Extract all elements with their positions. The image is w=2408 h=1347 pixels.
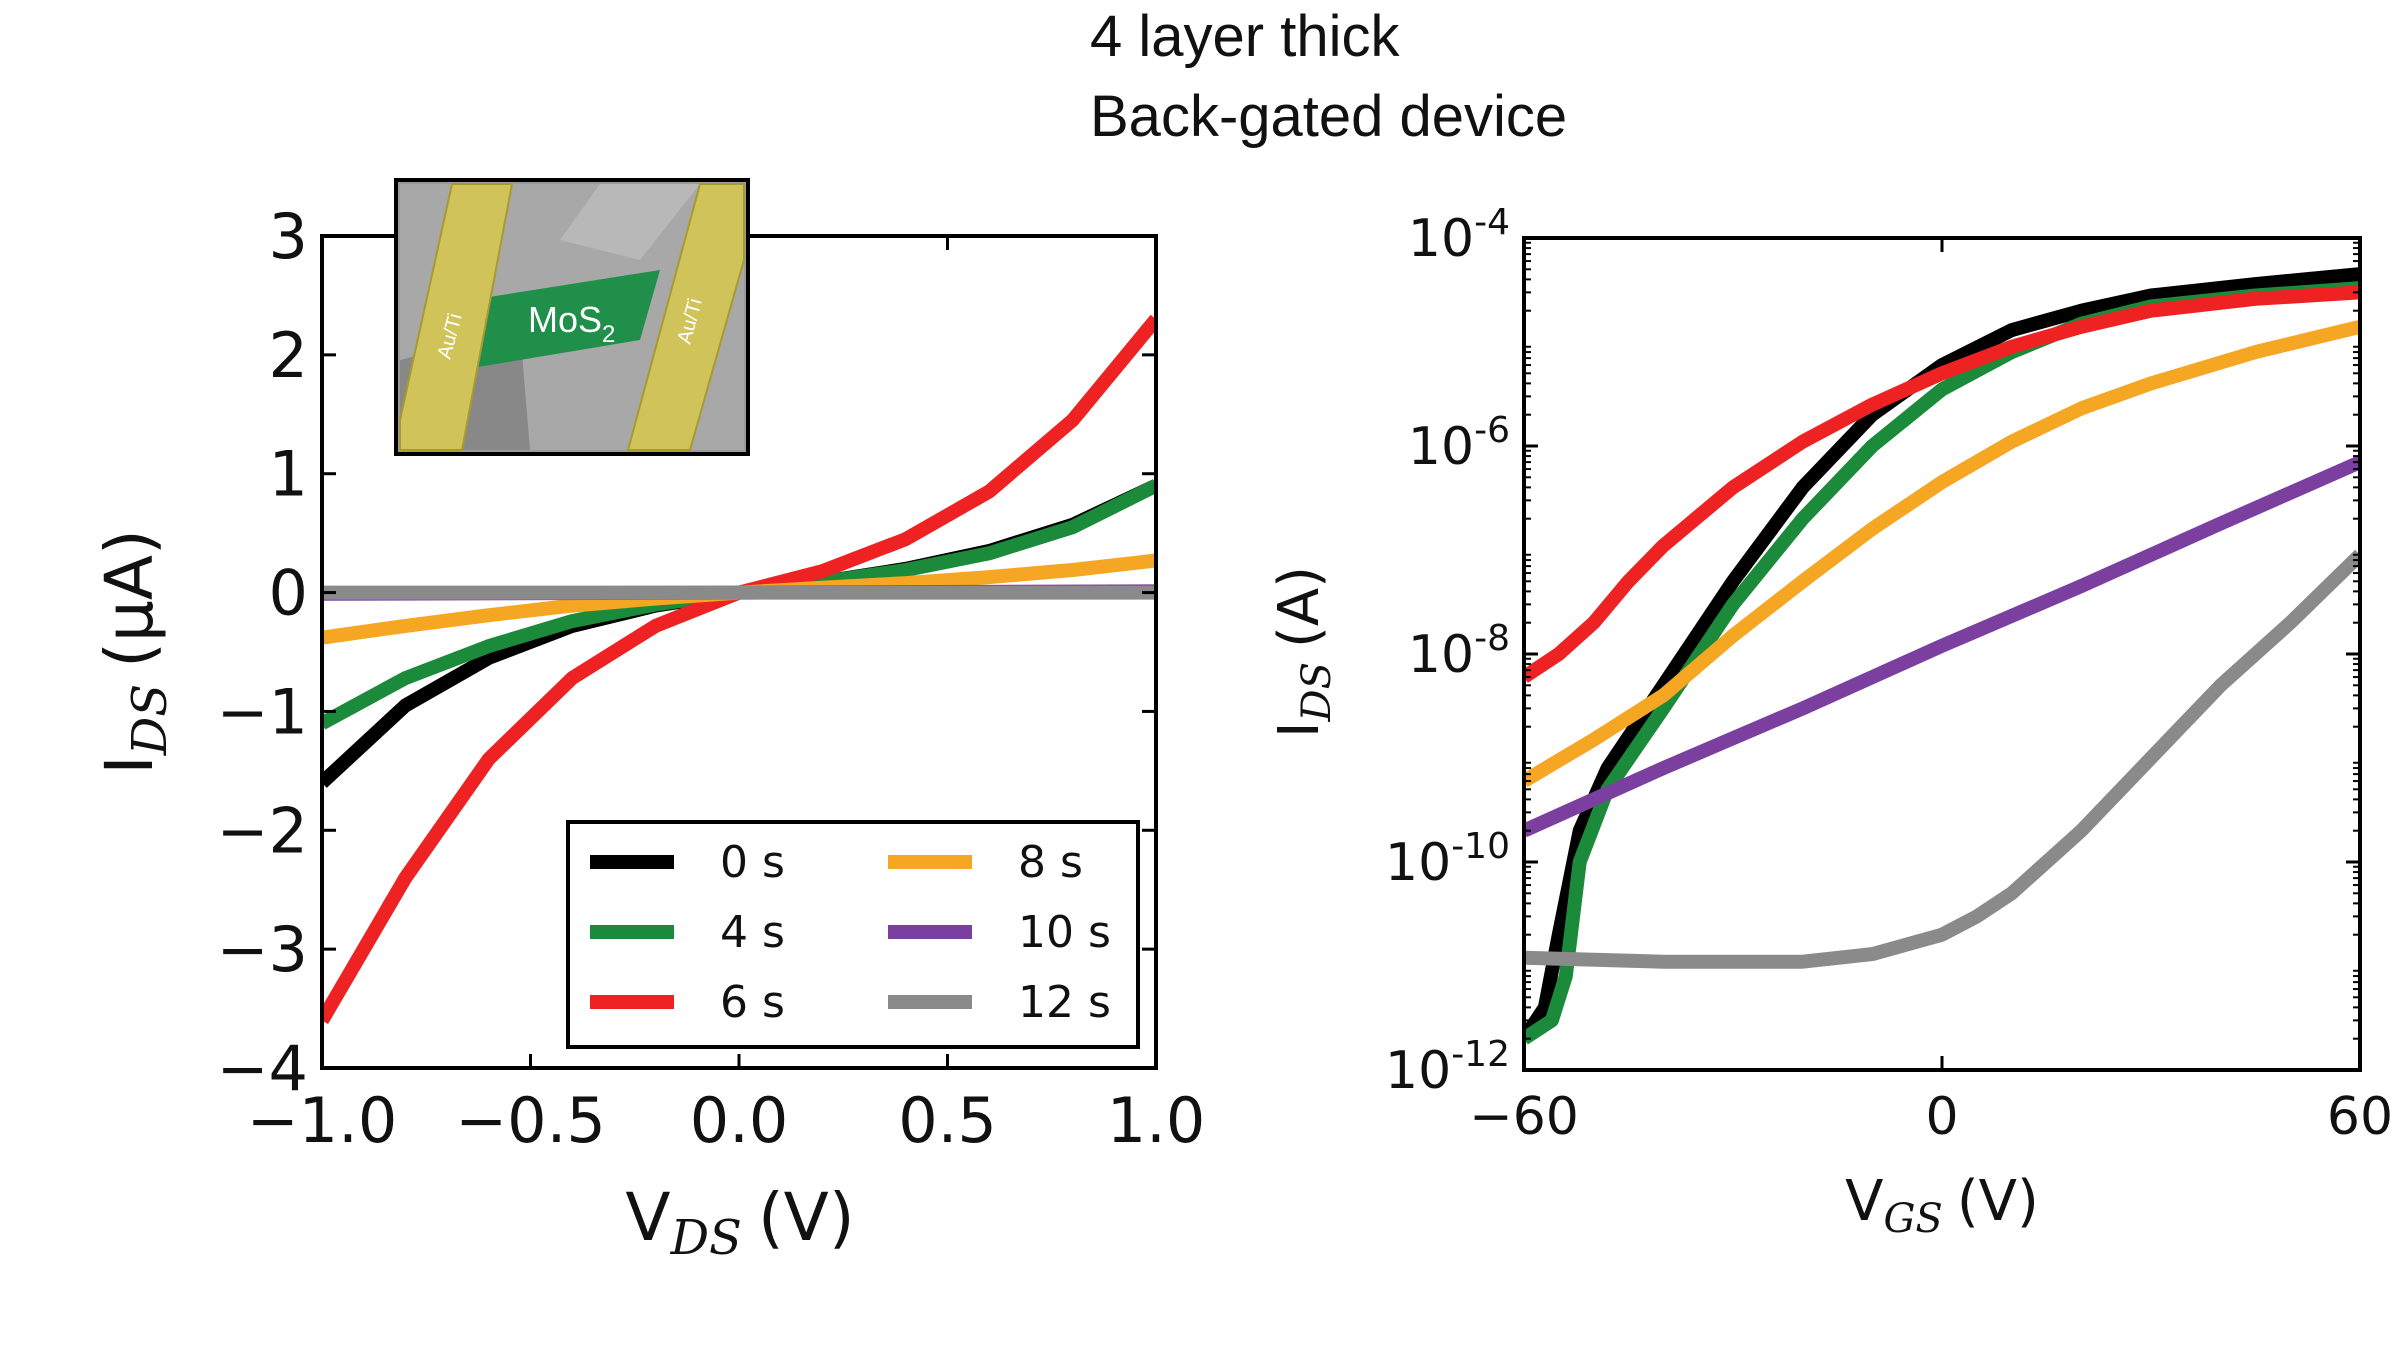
legend-label-4s: 4 s — [720, 907, 785, 958]
transfer-y-tick-label: 10-6 — [1408, 410, 1510, 477]
inset-device-image: MoS2 Au/Ti Au/Ti — [394, 178, 750, 456]
inset-material-label: MoS2 — [528, 299, 615, 348]
iv-x-tick-label: −1.0 — [247, 1084, 398, 1157]
transfer-series-0s — [1524, 267, 2360, 1043]
transfer-y-tick-label: 10-4 — [1408, 202, 1510, 269]
transfer-series-8s — [1524, 319, 2360, 788]
legend-label-12s: 12 s — [1018, 977, 1111, 1028]
transfer-series-6s — [1524, 285, 2360, 683]
transfer-y-tick-label: 10-12 — [1385, 1034, 1510, 1101]
transfer-x-tick-label: −60 — [1469, 1087, 1579, 1147]
iv-y-tick-label: −1 — [217, 675, 308, 748]
transfer-y-tick-label: 10-8 — [1408, 618, 1510, 685]
legend-label-0s: 0 s — [720, 837, 785, 888]
iv-y-tick-label: −4 — [217, 1032, 308, 1105]
iv-y-axis-label: IDS(μA) — [91, 529, 178, 774]
transfer-y-tick-label: 10-10 — [1385, 826, 1510, 893]
iv-tick-group: −1.0 −0.5 0.0 0.5 1.0 3 2 1 0 −1 −2 −3 −4 — [217, 200, 1206, 1157]
iv-y-tick-label: 0 — [269, 557, 308, 630]
legend-label-6s: 6 s — [720, 977, 785, 1028]
iv-y-tick-label: 2 — [269, 319, 308, 392]
figure-title-line-2: Back-gated device — [1090, 84, 1567, 149]
legend-label-8s: 8 s — [1018, 837, 1083, 888]
legend-label-10s: 10 s — [1018, 907, 1111, 958]
iv-x-tick-label: 0.5 — [898, 1084, 997, 1157]
iv-x-tick-label: −0.5 — [455, 1084, 606, 1157]
transfer-x-tick-label: 60 — [2327, 1087, 2393, 1147]
transfer-series-12s — [1524, 549, 2360, 969]
iv-x-tick-label: 0.0 — [690, 1084, 789, 1157]
transfer-x-axis-label: VGS (V) — [1845, 1169, 2039, 1242]
contact-left — [399, 183, 514, 451]
iv-y-tick-label: 1 — [269, 438, 308, 511]
transfer-x-tick-label: 0 — [1925, 1087, 1958, 1147]
figure-title-line-1: 4 layer thick — [1090, 4, 1400, 69]
transfer-y-axis-label: IDS(A) — [1267, 566, 1340, 738]
iv-chart: −1.0 −0.5 0.0 0.5 1.0 3 2 1 0 −1 −2 −3 −4 IDS(μA) VD… — [91, 178, 1206, 1266]
contact-right — [626, 183, 745, 451]
iv-series-0s — [322, 479, 1156, 788]
legend: 0 s 4 s 6 s 8 s 10 s 12 s — [566, 820, 1140, 1049]
iv-y-tick-label: −2 — [217, 794, 308, 867]
transfer-series-group — [1524, 267, 2360, 1045]
transfer-series-10s — [1524, 455, 2360, 838]
iv-x-tick-label: 1.0 — [1107, 1084, 1206, 1157]
transfer-tick-group: −60 0 60 10-4 10-6 10-8 10-10 10-12 — [1385, 202, 2393, 1147]
iv-x-axis-label: VDS (V) — [625, 1179, 854, 1266]
transfer-chart: −60 0 60 10-4 10-6 10-8 10-10 10-12 IDS(A) VGS(… — [1267, 202, 2393, 1242]
iv-y-tick-label: −3 — [217, 913, 308, 986]
mos2-flake — [460, 270, 660, 370]
iv-series-group — [322, 314, 1156, 1025]
iv-y-tick-label: 3 — [269, 200, 308, 273]
